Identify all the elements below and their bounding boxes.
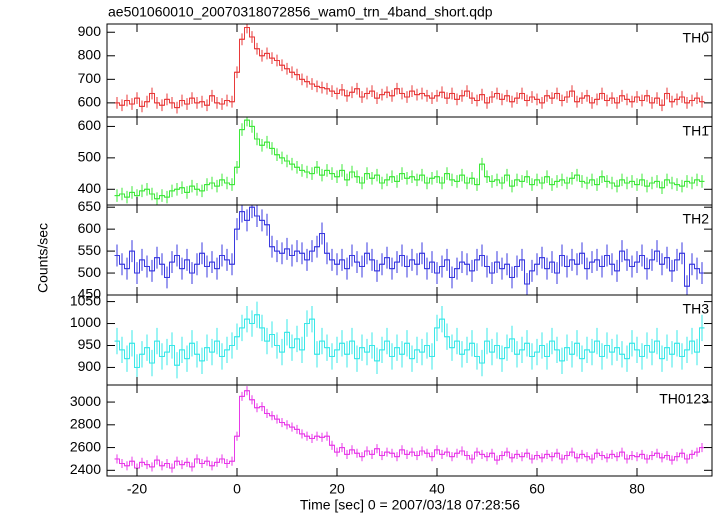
chart-title: ae501060010_20070318072856_wam0_trn_4ban… [108, 4, 493, 20]
panel-frame [106, 204, 713, 296]
series-0 [114, 24, 705, 114]
step-connector [114, 27, 705, 109]
y-tick-label: 1050 [70, 292, 101, 308]
step-connector [114, 314, 705, 368]
y-tick-label: 2800 [70, 416, 101, 432]
x-tick-label: 40 [429, 481, 445, 497]
y-tick-label: 650 [78, 198, 102, 214]
y-tick-label: 400 [78, 180, 102, 196]
y-tick-label: 800 [78, 46, 102, 62]
x-tick-label: 60 [529, 481, 545, 497]
panel-frame [106, 294, 713, 386]
series-3 [114, 301, 705, 381]
y-tick-label: 450 [78, 286, 102, 302]
y-tick-label: 900 [78, 358, 102, 374]
step-connector [114, 206, 705, 287]
y-tick-label: 600 [78, 94, 102, 110]
y-tick-label: 2600 [70, 438, 101, 454]
y-tick-label: 600 [78, 220, 102, 236]
x-tick-label: 20 [329, 481, 345, 497]
x-axis-label: Time [sec] 0 = 2007/03/18 07:28:56 [300, 497, 520, 513]
x-tick-label: -20 [127, 481, 147, 497]
y-tick-label: 3000 [70, 393, 101, 409]
series-1 [114, 117, 705, 205]
y-tick-label: 1000 [70, 314, 101, 330]
series-label: TH3 [683, 301, 710, 317]
y-tick-label: 550 [78, 242, 102, 258]
y-tick-label: 900 [78, 23, 102, 39]
y-tick-label: 600 [78, 117, 102, 133]
series-label: TH0123 [659, 391, 709, 407]
y-tick-label: 2400 [70, 461, 101, 477]
panel-frame [106, 384, 713, 477]
y-tick-label: 500 [78, 149, 102, 165]
series-label: TH1 [683, 123, 710, 139]
y-tick-label: 500 [78, 264, 102, 280]
series-2 [114, 205, 705, 295]
x-tick-label: 0 [233, 481, 241, 497]
series-label: TH0 [683, 30, 710, 46]
series-label: TH2 [683, 211, 710, 227]
step-connector [114, 390, 705, 469]
step-connector [114, 119, 705, 200]
x-tick-label: 80 [629, 481, 645, 497]
series-4 [114, 386, 705, 473]
y-tick-label: 700 [78, 70, 102, 86]
panel-frame [106, 116, 713, 206]
y-tick-label: 950 [78, 336, 102, 352]
y-axis-label: Counts/sec [35, 223, 51, 293]
